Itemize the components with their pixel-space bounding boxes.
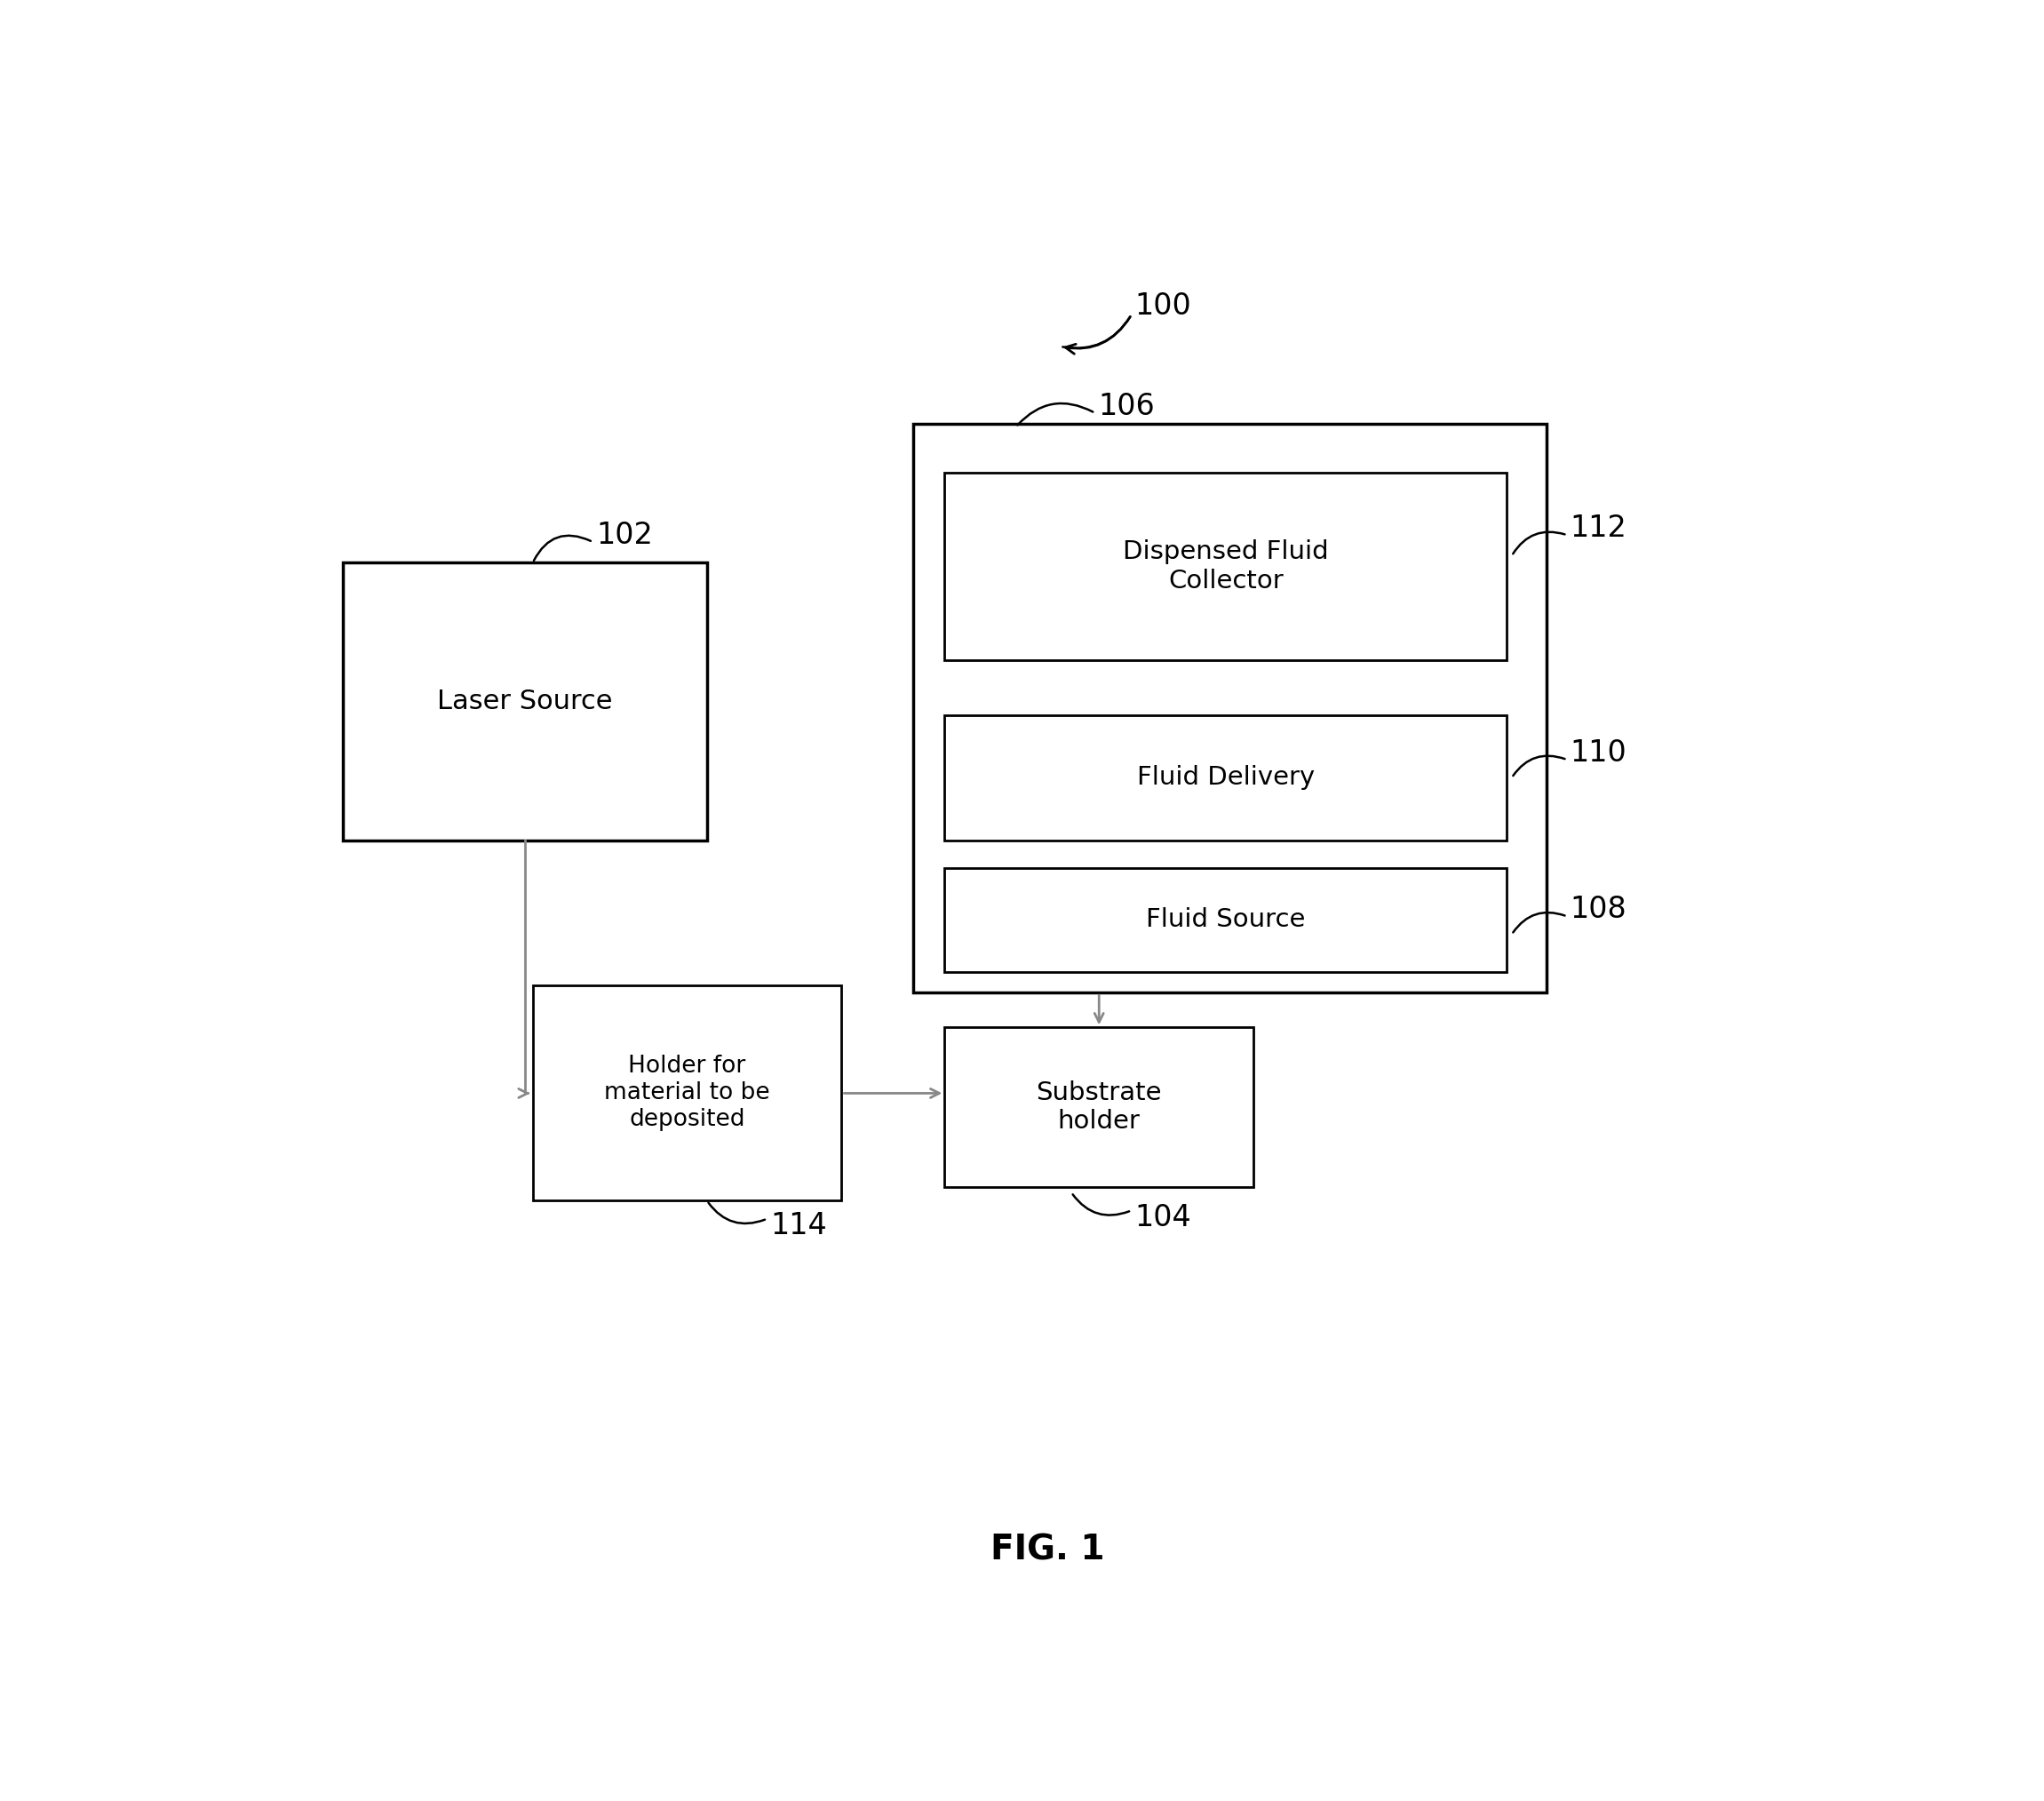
- Bar: [944, 715, 1506, 839]
- Text: 100: 100: [1134, 292, 1192, 321]
- Text: 114: 114: [771, 1210, 828, 1241]
- Text: 108: 108: [1570, 895, 1627, 924]
- Text: Substrate
holder: Substrate holder: [1036, 1081, 1161, 1135]
- Bar: [944, 472, 1506, 659]
- Text: Laser Source: Laser Source: [437, 688, 613, 715]
- Text: 112: 112: [1570, 513, 1627, 542]
- Text: 106: 106: [1098, 391, 1155, 421]
- Text: Dispensed Fluid
Collector: Dispensed Fluid Collector: [1122, 540, 1329, 593]
- Text: Fluid Delivery: Fluid Delivery: [1136, 765, 1314, 791]
- Text: FIG. 1: FIG. 1: [991, 1533, 1104, 1567]
- Text: Fluid Source: Fluid Source: [1147, 908, 1306, 933]
- Text: 102: 102: [597, 520, 652, 549]
- Bar: [944, 1027, 1253, 1187]
- Bar: [914, 423, 1547, 992]
- Text: 110: 110: [1570, 738, 1627, 767]
- Bar: [533, 985, 842, 1201]
- Bar: [343, 562, 707, 839]
- Text: Holder for
material to be
deposited: Holder for material to be deposited: [605, 1055, 771, 1131]
- Text: 104: 104: [1134, 1203, 1192, 1232]
- Bar: [944, 868, 1506, 973]
